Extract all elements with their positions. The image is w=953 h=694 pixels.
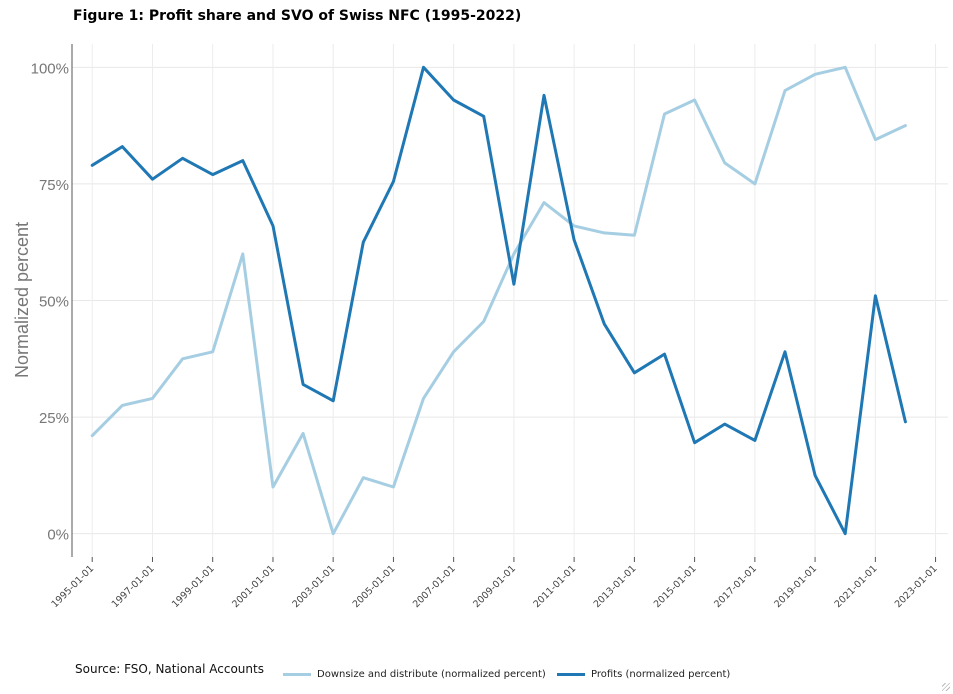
- legend-swatch-profits: [557, 672, 585, 676]
- x-tick-label: 2017-01-01: [712, 563, 759, 610]
- x-tick-label: 2003-01-01: [290, 563, 337, 610]
- x-tick-label: 2007-01-01: [411, 563, 458, 610]
- x-tick-label: 2013-01-01: [592, 563, 639, 610]
- x-tick-label: 2009-01-01: [471, 563, 518, 610]
- x-tick-label: 2011-01-01: [531, 563, 578, 610]
- legend-swatch-downsize: [283, 672, 311, 676]
- chart-title: Figure 1: Profit share and SVO of Swiss …: [73, 8, 522, 24]
- y-tick-label: 100%: [31, 60, 69, 77]
- tick-labels: 0% 25% 50% 75% 100% 1995-01-01 1997-01-01 1999-…: [31, 60, 940, 610]
- gridlines: [72, 44, 948, 557]
- resize-grip-icon[interactable]: [942, 683, 950, 691]
- x-tick-label: 1999-01-01: [170, 563, 217, 610]
- legend-item-downsize[interactable]: Downsize and distribute (normalized perc…: [283, 666, 546, 682]
- legend-item-profits[interactable]: Profits (normalized percent): [557, 666, 730, 682]
- x-tick-label: 2001-01-01: [230, 563, 277, 610]
- axes: [71, 44, 937, 562]
- x-tick-label: 2015-01-01: [652, 563, 699, 610]
- y-tick-label: 75%: [39, 177, 69, 194]
- x-tick-label: 2005-01-01: [351, 563, 398, 610]
- series-lines: [90, 65, 907, 536]
- y-tick-label: 50%: [39, 294, 69, 311]
- x-tick-label: 2023-01-01: [893, 563, 940, 610]
- y-tick-label: 0%: [47, 527, 69, 544]
- legend-label-profits: Profits (normalized percent): [591, 668, 731, 680]
- series-line-profits: [90, 65, 907, 536]
- y-axis-label: Normalized percent: [12, 222, 32, 378]
- source-note: Source: FSO, National Accounts: [75, 662, 264, 676]
- x-tick-label: 1995-01-01: [50, 563, 97, 610]
- y-tick-label: 25%: [39, 410, 69, 427]
- series-line-downsize: [90, 65, 907, 536]
- legend-label-downsize: Downsize and distribute (normalized perc…: [317, 668, 546, 680]
- x-tick-label: 2021-01-01: [833, 563, 880, 610]
- x-tick-label: 1997-01-01: [110, 563, 157, 610]
- line-chart: 0% 25% 50% 75% 100% 1995-01-01 1997-01-01 1999-…: [12, 44, 948, 610]
- x-tick-label: 2019-01-01: [772, 563, 819, 610]
